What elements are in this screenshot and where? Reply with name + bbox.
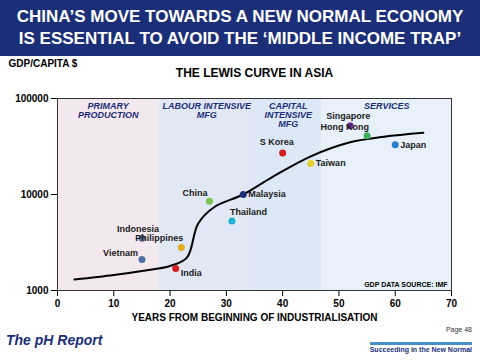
html-text:The pH Report: The pH Report [6, 332, 103, 348]
svg-text:0: 0 [55, 298, 61, 309]
svg-text:Taiwan: Taiwan [316, 158, 346, 168]
svg-text:LABOUR INTENSIVEMFG: LABOUR INTENSIVEMFG [162, 101, 252, 120]
svg-text:GDP/CAPITA $: GDP/CAPITA $ [9, 58, 78, 69]
svg-text:Malaysia: Malaysia [248, 189, 287, 199]
svg-text:India: India [181, 268, 203, 278]
svg-text:30: 30 [221, 298, 233, 309]
svg-text:S Korea: S Korea [260, 137, 295, 147]
svg-text:100000: 100000 [15, 93, 49, 104]
svg-text:China: China [182, 188, 208, 198]
svg-text:Philippines: Philippines [135, 233, 183, 243]
svg-text:1000: 1000 [26, 285, 49, 296]
svg-text:50: 50 [333, 298, 345, 309]
svg-text:Japan: Japan [400, 140, 426, 150]
svg-text:10: 10 [108, 298, 120, 309]
svg-text:PRIMARYPRODUCTION: PRIMARYPRODUCTION [78, 101, 139, 120]
svg-text:CAPITALINTENSIVEMFG: CAPITALINTENSIVEMFG [265, 101, 314, 129]
svg-text:YEARS FROM BEGINNING OF INDUST: YEARS FROM BEGINNING OF INDUSTRIALISATIO… [132, 312, 378, 323]
svg-text:GDP DATA SOURCE: IMF: GDP DATA SOURCE: IMF [364, 281, 448, 288]
svg-text:THE LEWIS CURVE IN ASIA: THE LEWIS CURVE IN ASIA [176, 66, 334, 80]
svg-text:60: 60 [390, 298, 402, 309]
svg-text:SERVICES: SERVICES [364, 101, 410, 111]
html-text:Page 48: Page 48 [445, 326, 472, 333]
html-text:CHINA’S MOVE TOWARDS A NEW NOR: CHINA’S MOVE TOWARDS A NEW NORMAL ECONOM… [16, 7, 464, 26]
svg-text:Hong Kong: Hong Kong [321, 122, 370, 132]
svg-text:Singapore: Singapore [326, 111, 370, 121]
svg-text:Thailand: Thailand [230, 207, 267, 217]
svg-text:10000: 10000 [21, 189, 49, 200]
html-text:IS ESSENTIAL TO AVOID THE ‘MID: IS ESSENTIAL TO AVOID THE ‘MIDDLE INCOME… [18, 29, 462, 48]
svg-text:40: 40 [277, 298, 289, 309]
svg-text:Vietnam: Vietnam [103, 248, 138, 258]
svg-text:20: 20 [165, 298, 177, 309]
svg-text:70: 70 [446, 298, 458, 309]
html-text:Succeeding in the New Normal: Succeeding in the New Normal [369, 346, 472, 353]
svg-text:Indonesia: Indonesia [116, 224, 159, 235]
